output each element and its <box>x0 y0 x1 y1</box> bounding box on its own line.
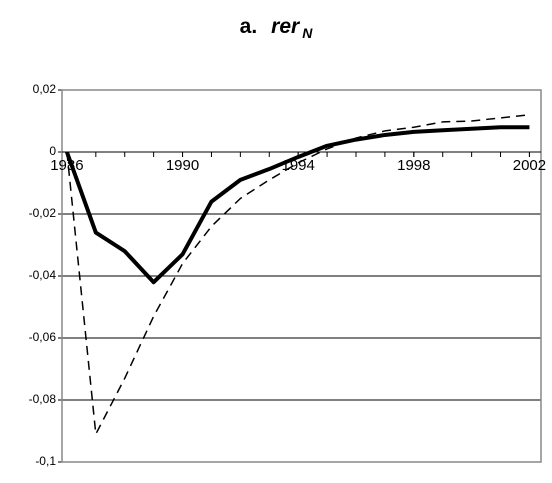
y-tick-label: -0,06 <box>29 330 57 344</box>
x-tick-label: 1994 <box>281 157 314 174</box>
x-tick-label: 2002 <box>513 157 546 174</box>
series-line <box>66 114 530 435</box>
chart-title: a. rer N <box>240 15 314 41</box>
y-tick-label: -0,02 <box>29 206 57 220</box>
series-line <box>65 125 530 285</box>
title-symbol: rer <box>271 15 301 38</box>
y-tick-label: -0,08 <box>29 392 57 406</box>
y-tick-label: -0,1 <box>35 454 56 468</box>
title-subscript: N <box>302 25 313 41</box>
x-tick-label: 1998 <box>397 157 430 174</box>
x-tick-label: 1990 <box>166 157 199 174</box>
x-tick-label: 1986 <box>50 157 83 174</box>
plot-frame <box>61 89 542 463</box>
y-tick-label: 0 <box>49 144 56 158</box>
y-tick-label: 0,02 <box>33 82 57 96</box>
y-tick-label: -0,04 <box>29 268 57 282</box>
title-prefix: a. <box>240 15 258 38</box>
